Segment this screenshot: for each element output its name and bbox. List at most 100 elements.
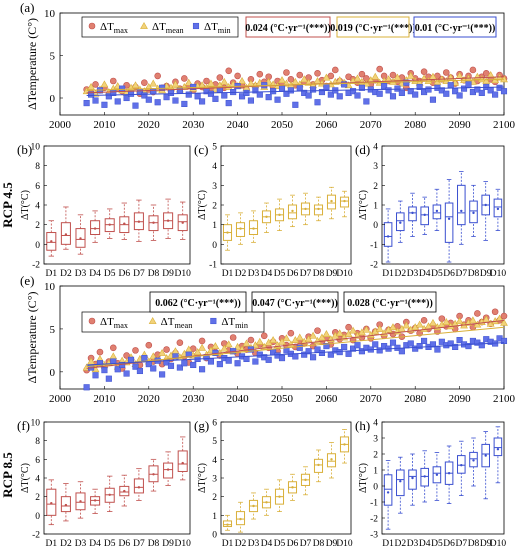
x-tick-label: D8 [313,269,325,279]
mean-point [242,339,251,347]
min-point [358,348,365,355]
min-point [318,89,326,96]
y-tick-label: 10 [44,8,56,20]
mean-dot [123,222,126,225]
min-point [305,92,312,99]
mean-point [278,76,286,84]
max-point [256,70,264,78]
x-tick-label: D10 [336,539,353,549]
box [313,458,324,473]
x-tick-label: D5 [104,539,116,549]
min-point [447,82,454,89]
min-point [292,101,299,108]
mean-point [211,342,220,349]
mean-dot [317,463,320,467]
x-tick-label: 2090 [449,393,472,405]
x-tick-label: D6 [118,539,130,549]
mean-dot [423,475,426,478]
x-tick-label: D3 [75,269,87,279]
x-tick-label: D9 [480,269,492,279]
mean-point [87,82,95,90]
mean-point [389,323,397,331]
min-point [336,93,343,100]
x-tick-label: D10 [490,539,507,549]
min-point [310,86,317,93]
max-point [389,71,397,79]
y-tick-label: -2 [32,261,40,271]
y-tick-label: 0 [373,221,378,231]
mean-point [393,73,402,81]
mean-dot [496,448,500,451]
mean-point [349,326,357,334]
min-point [243,89,250,96]
min-point [323,83,330,91]
x-tick-label: D1 [222,269,234,279]
panel-letter: (e) [20,273,34,288]
min-point [83,384,90,391]
mean-dot [291,486,294,489]
max-point [287,329,295,337]
y-tick-label: -1 [209,261,217,271]
min-point [278,355,286,362]
y-axis-label: ΔTemperature (C°) [25,292,39,384]
trend-box-frame [343,291,437,313]
min-point [398,89,405,96]
min-point [296,84,303,91]
mean-dot [226,523,229,526]
max-point [345,323,352,331]
mean-point [100,80,109,88]
trend-box-frame [149,291,247,313]
x-tick-label: 2090 [449,119,472,131]
y-tick-label: 0 [50,367,56,379]
y-tick-label: 5 [50,324,56,336]
mean-dot [411,211,414,215]
y-tick-label: -3 [370,531,378,541]
mean-point [424,76,433,84]
mean-dot [252,504,255,508]
min-point [301,351,308,358]
y-tick-label: 0 [50,93,56,105]
mean-dot [108,493,111,496]
box [60,222,71,245]
min-point [123,370,130,377]
mean-point [469,316,477,324]
x-tick-label: 2000 [49,393,72,405]
x-tick-label: D10 [490,269,507,279]
y-tick-label: 0 [212,531,217,541]
legend-label-min: ΔTmin [204,21,231,35]
y-tick-label: 1 [212,512,217,522]
max-point [92,81,99,88]
x-tick-label: D9 [326,539,338,549]
max-point [482,70,490,77]
row-label: RCP 8.5 [0,452,15,498]
y-tick-label: 0 [373,483,378,493]
mean-dot [265,215,268,218]
x-tick-label: D2 [235,539,247,549]
mean-point [406,71,415,79]
y-tick-label: 2 [35,493,40,503]
min-point [310,354,317,361]
max-point [283,69,290,76]
x-tick-label: D4 [419,539,431,549]
max-point [109,344,117,352]
mean-point [149,352,158,360]
min-point [150,88,157,95]
y-tick-label: 4 [35,475,40,485]
plot-frame [220,145,352,265]
y-tick-label: 5 [212,437,217,447]
trend-label: 0.062 (°C·yr⁻¹(***)) [155,298,241,309]
y-tick-label: 8 [35,437,40,447]
mean-point [233,342,242,350]
mean-dot [472,459,475,462]
mean-dot [137,220,141,223]
box [432,204,442,220]
max-point [358,70,366,78]
y-axis-label: ΔT(°C) [358,463,369,493]
max-point [327,72,335,80]
min-point [141,92,148,99]
mean-dot [472,211,475,215]
mean-point [238,76,246,84]
min-point [429,96,437,103]
